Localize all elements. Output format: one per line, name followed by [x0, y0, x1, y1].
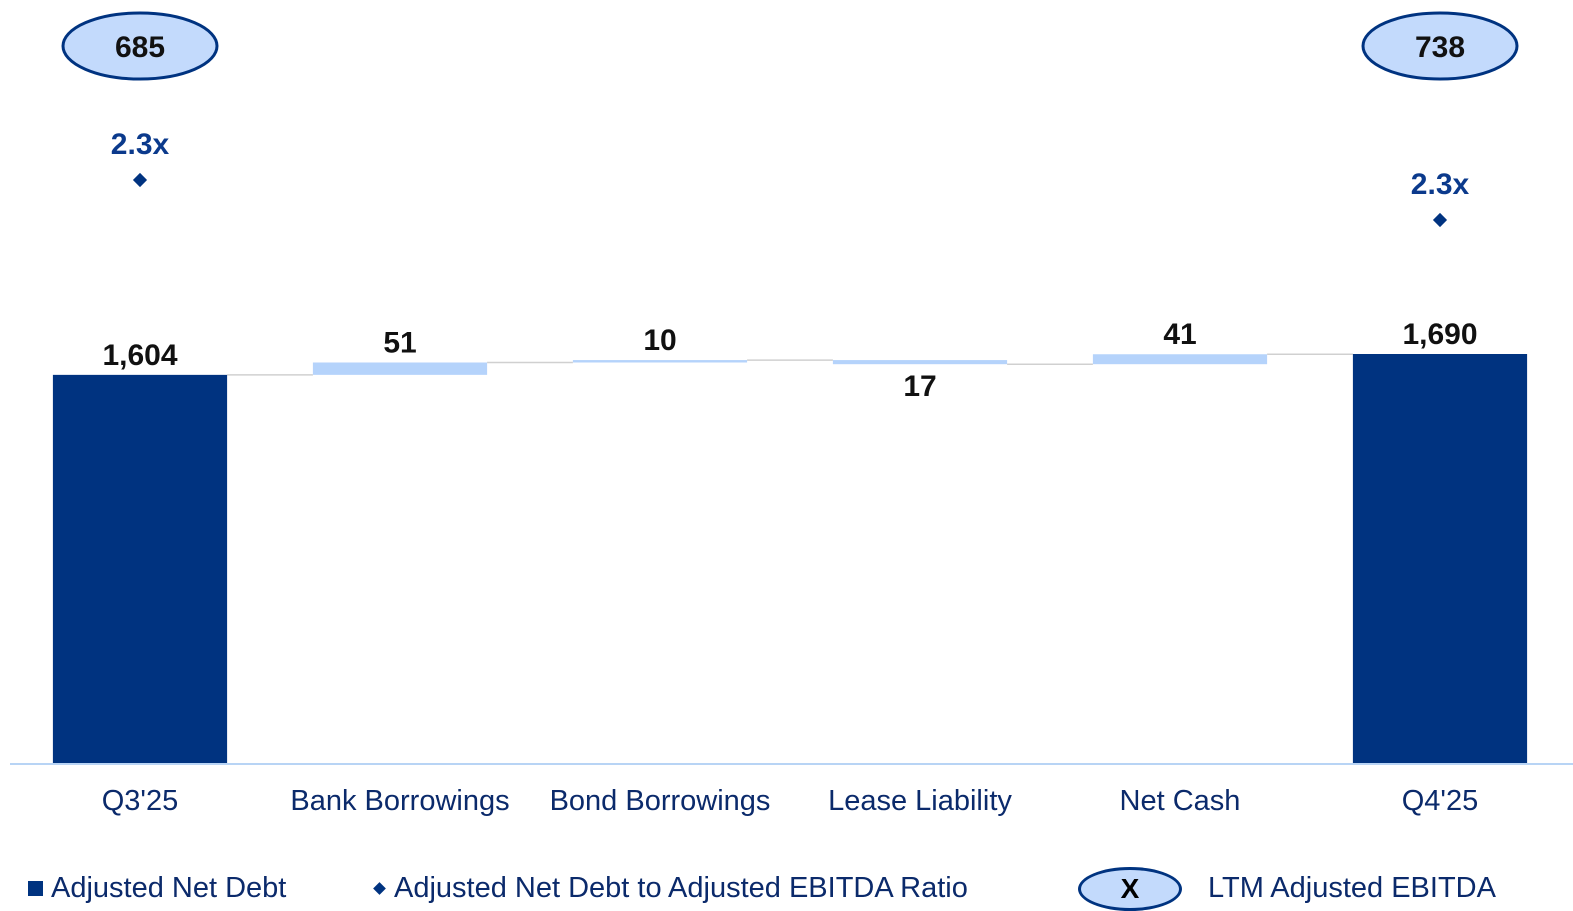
x-tick-label-net-cash: Net Cash — [1120, 785, 1241, 817]
legend-item-ratio: Adjusted Net Debt to Adjusted EBITDA Rat… — [371, 868, 968, 909]
waterfall-chart: 1,604 Q3'25 51 Bank Borrowings 10 Bond Borrow… — [10, 11, 1573, 817]
x-tick-label-bond-borrowings: Bond Borrowings — [550, 785, 771, 817]
ebitda-label-q3-25: 685 — [115, 31, 165, 64]
ratio-diamond-marker — [1432, 212, 1448, 228]
legend-item-ebitda: X LTM Adjusted EBITDA — [1078, 866, 1496, 911]
x-tick-label-q3-25: Q3'25 — [102, 785, 178, 817]
ebitda-label-q4-25: 738 — [1415, 31, 1465, 64]
bar-bank-borrowings — [312, 362, 488, 375]
legend-label-ebitda: LTM Adjusted EBITDA — [1208, 872, 1496, 904]
ratio-label-q3-25: 2.3x — [111, 128, 170, 161]
data-label-lease-liability: 17 — [903, 370, 936, 403]
bar-net-cash — [1092, 354, 1268, 365]
x-tick-label-lease-liability: Lease Liability — [828, 785, 1012, 817]
bar-bond-borrowings — [572, 360, 748, 363]
x-tick-label-bank-borrowings: Bank Borrowings — [290, 785, 509, 817]
legend-square-swatch — [28, 881, 43, 896]
data-label-q4-25: 1,690 — [1402, 318, 1477, 351]
legend-item-net-debt: Adjusted Net Debt — [28, 868, 286, 909]
data-label-bond-borrowings: 10 — [643, 324, 676, 357]
legend-label-ratio: Adjusted Net Debt to Adjusted EBITDA Rat… — [394, 872, 968, 904]
legend: Adjusted Net Debt Adjusted Net Debt to A… — [0, 866, 1573, 911]
data-label-net-cash: 41 — [1163, 318, 1196, 351]
bar-q3-25 — [52, 374, 228, 764]
bar-lease-liability — [832, 360, 1008, 365]
ratio-diamond-marker — [132, 172, 148, 188]
bar-q4-25 — [1352, 354, 1528, 764]
data-label-q3-25: 1,604 — [102, 339, 177, 372]
legend-label-net-debt: Adjusted Net Debt — [51, 872, 287, 904]
ratio-label-q4-25: 2.3x — [1411, 168, 1470, 201]
x-tick-label-q4-25: Q4'25 — [1402, 785, 1478, 817]
ebitda-oval — [61, 11, 219, 81]
legend-oval-swatch: X — [1078, 866, 1182, 911]
ebitda-oval — [1361, 11, 1519, 81]
legend-diamond-swatch — [373, 882, 386, 895]
data-label-bank-borrowings: 51 — [383, 326, 416, 359]
